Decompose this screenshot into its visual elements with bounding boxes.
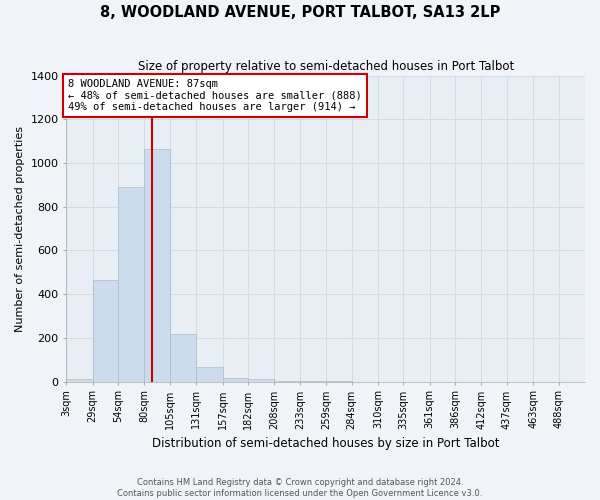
Text: 8 WOODLAND AVENUE: 87sqm
← 48% of semi-detached houses are smaller (888)
49% of : 8 WOODLAND AVENUE: 87sqm ← 48% of semi-d… (68, 79, 362, 112)
Text: 8, WOODLAND AVENUE, PORT TALBOT, SA13 2LP: 8, WOODLAND AVENUE, PORT TALBOT, SA13 2L… (100, 5, 500, 20)
X-axis label: Distribution of semi-detached houses by size in Port Talbot: Distribution of semi-detached houses by … (152, 437, 499, 450)
Y-axis label: Number of semi-detached properties: Number of semi-detached properties (15, 126, 25, 332)
Bar (93, 280, 118, 382)
Bar (196, 367, 223, 382)
Bar (118, 188, 145, 382)
Title: Size of property relative to semi-detached houses in Port Talbot: Size of property relative to semi-detach… (137, 60, 514, 73)
Text: Contains HM Land Registry data © Crown copyright and database right 2024.
Contai: Contains HM Land Registry data © Crown c… (118, 478, 482, 498)
Bar (248, 380, 274, 382)
Bar (67, 379, 93, 382)
Bar (274, 380, 300, 382)
Bar (145, 149, 170, 382)
Bar (170, 334, 196, 382)
Bar (223, 378, 248, 382)
